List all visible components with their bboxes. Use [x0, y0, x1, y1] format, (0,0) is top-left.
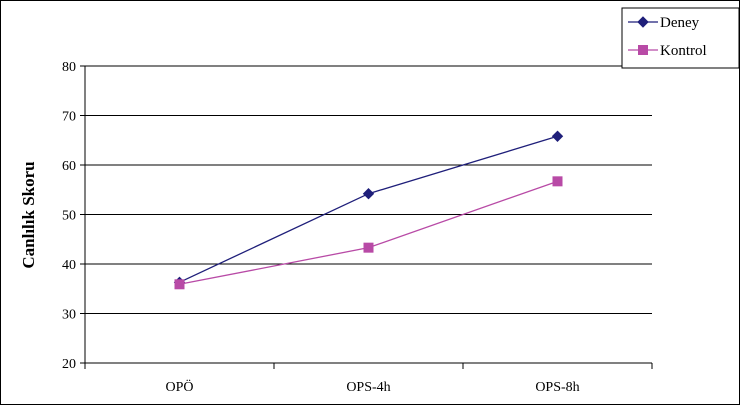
data-point-deney [362, 188, 375, 200]
y-tick-label: 30 [62, 308, 76, 323]
y-tick-label: 20 [62, 357, 76, 372]
x-tick-label: OPS-8h [535, 380, 579, 395]
data-point-kontrol [552, 176, 563, 187]
data-point-deney [551, 130, 564, 142]
legend-label: Deney [660, 15, 700, 31]
series-group [173, 130, 564, 290]
y-tick-label: 80 [62, 60, 76, 75]
data-point-kontrol [363, 242, 374, 253]
y-axis-label: Canlılık Skoru [19, 161, 38, 268]
labels: Canlılık Skoru [19, 161, 38, 268]
gridlines [85, 65, 652, 314]
x-tick-label: OPÖ [165, 378, 193, 395]
legend-marker [637, 16, 649, 28]
x-tick-label: OPS-4h [346, 380, 390, 395]
data-point-kontrol [174, 279, 185, 290]
axes: 20 30 40 50 60 70 80 OPÖ OPS-4h OPS-8h [62, 60, 653, 395]
y-tick-label: 60 [62, 159, 76, 174]
legend-label: Kontrol [660, 43, 707, 59]
legend: Deney Kontrol [621, 7, 740, 69]
y-tick-label: 50 [62, 209, 76, 224]
y-tick-label: 40 [62, 258, 76, 273]
legend-marker [638, 45, 648, 55]
y-tick-label: 70 [62, 110, 76, 125]
